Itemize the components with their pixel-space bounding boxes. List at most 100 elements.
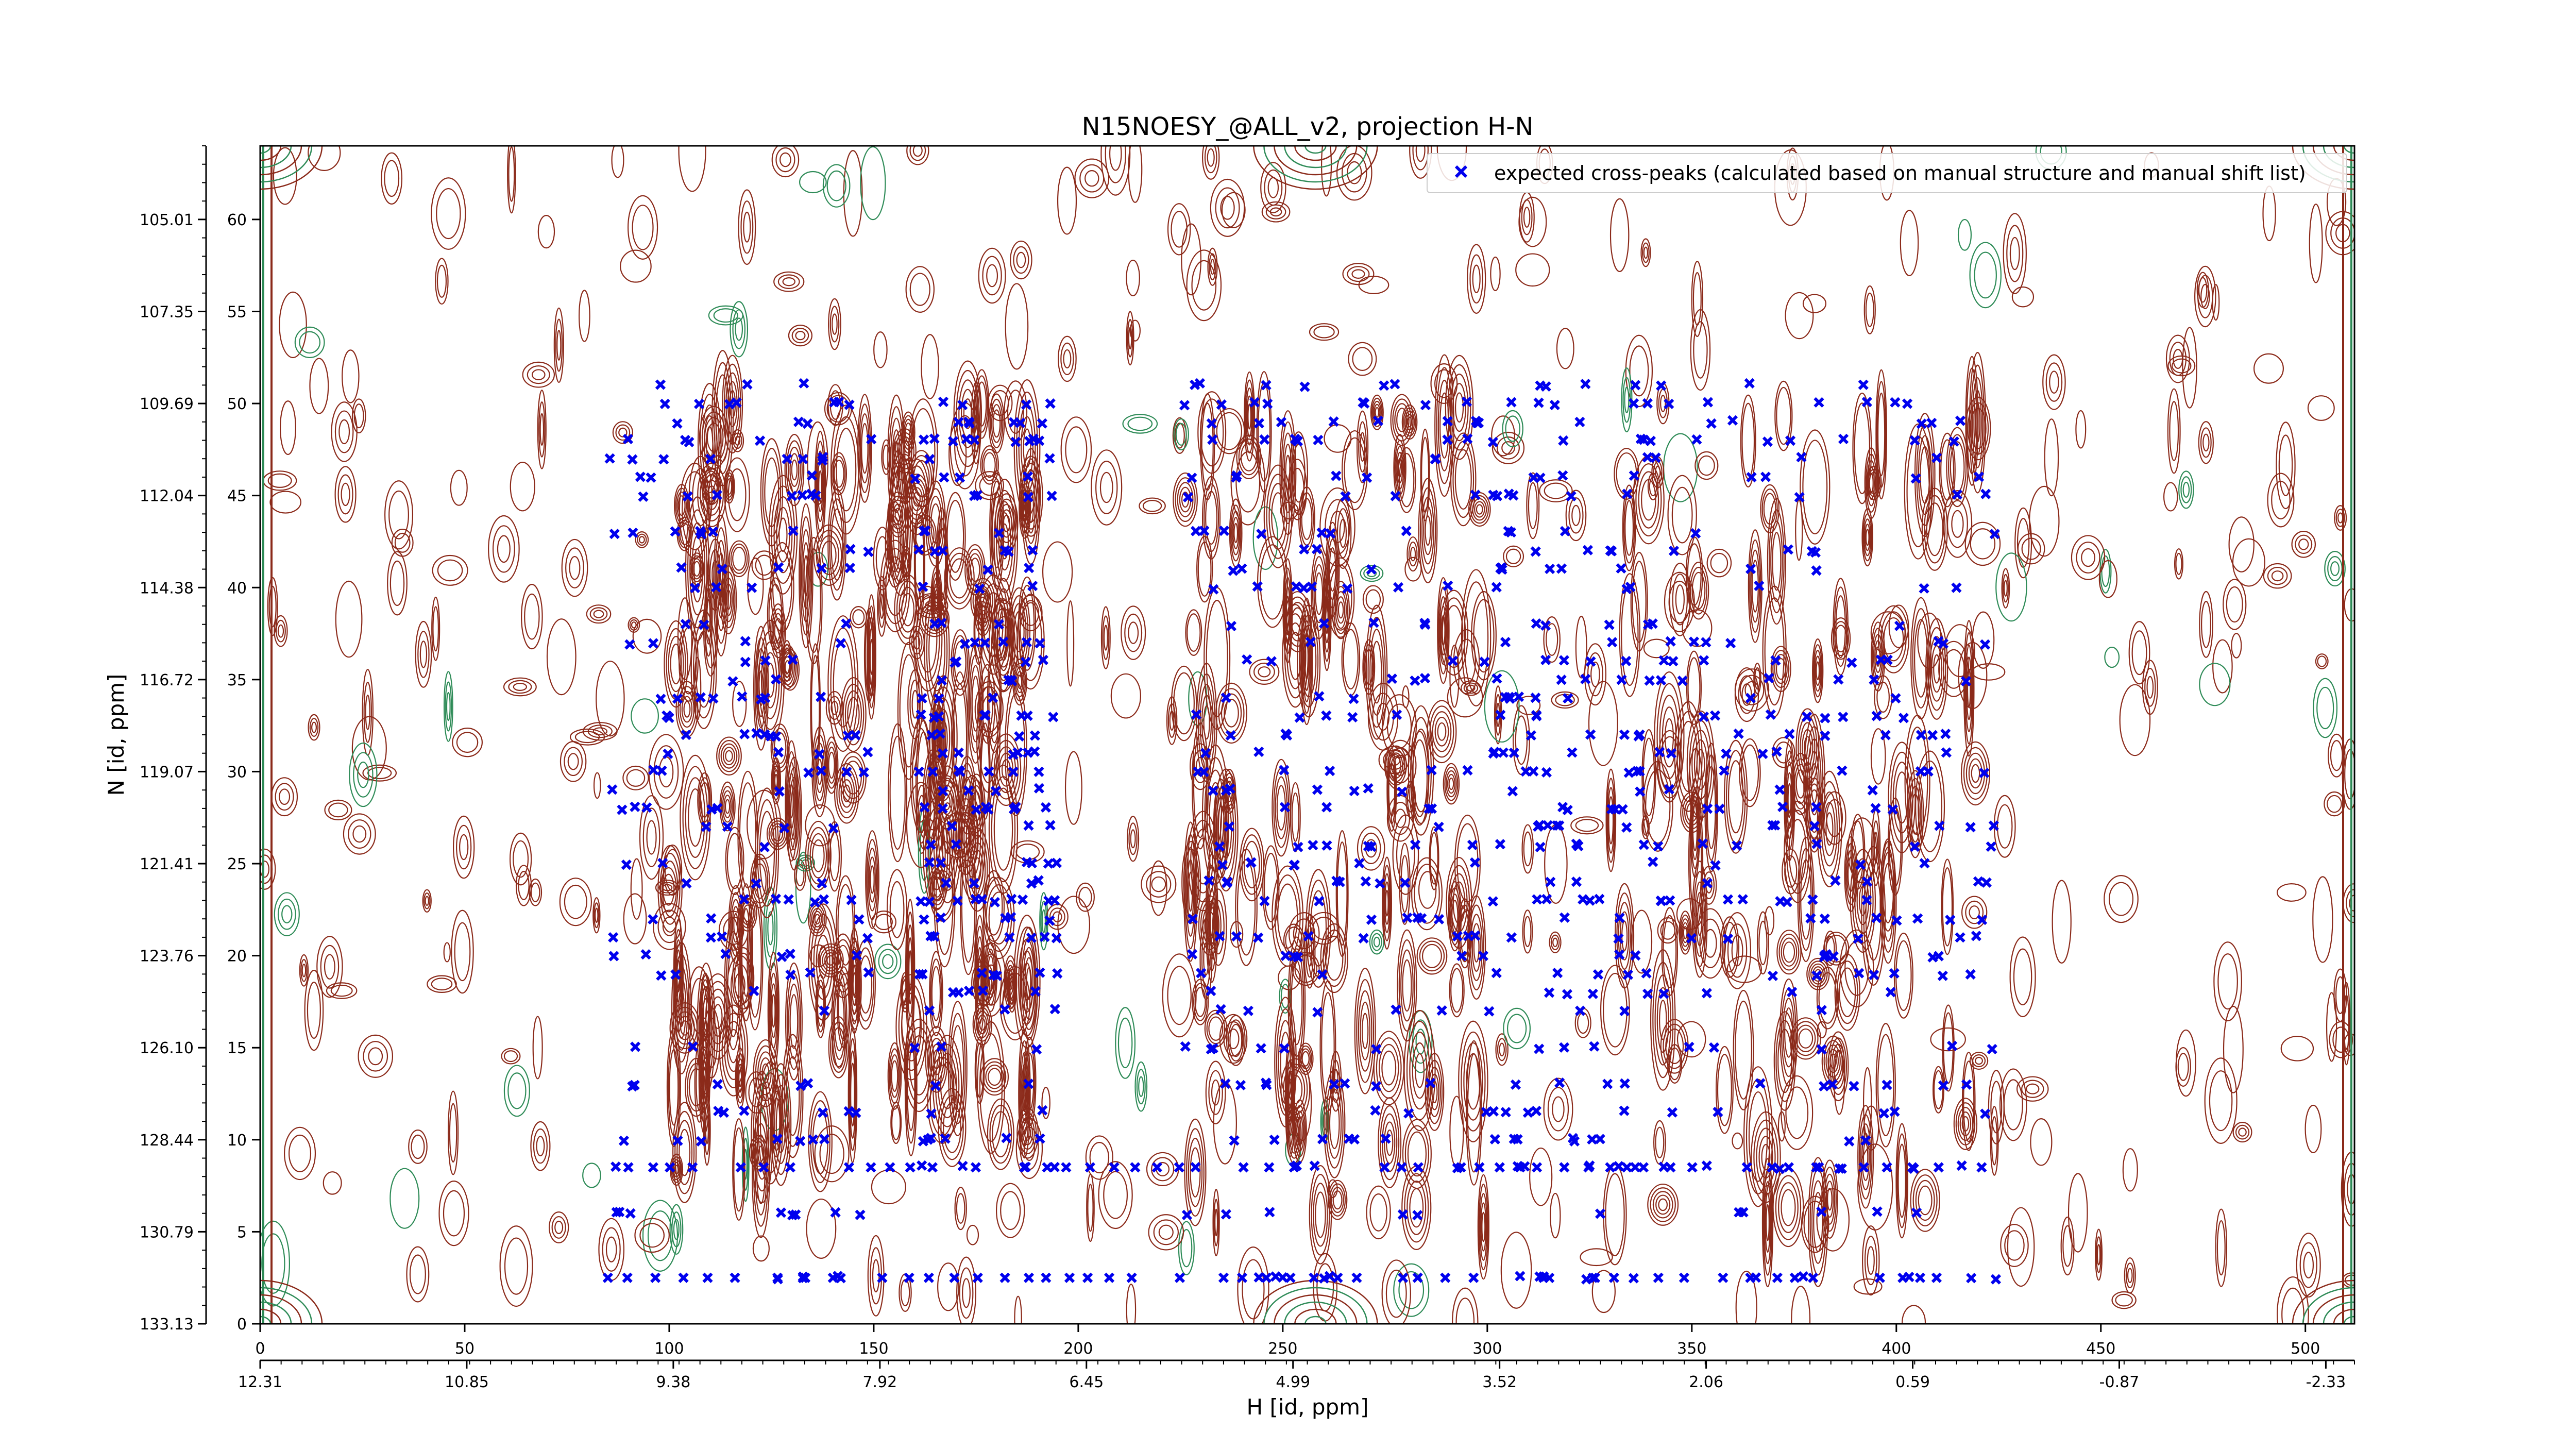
x-index-tick-label: 450 (2086, 1340, 2115, 1358)
contour-blob (1336, 841, 1348, 946)
contour-blob (1449, 963, 1465, 1018)
contour-blob (663, 844, 683, 896)
contour-blob (1543, 1077, 1573, 1141)
contour-blob (1645, 769, 1671, 844)
contour-blob (618, 427, 628, 437)
contour-blob (1813, 1191, 1823, 1253)
contour-blob (657, 845, 683, 933)
contour-blob (1431, 1081, 1438, 1104)
contour-blob (1060, 342, 1074, 376)
contour-blob (1356, 410, 1369, 483)
contour-blob (829, 831, 840, 882)
contour-blob (1895, 771, 1909, 824)
contour-blob (956, 1193, 965, 1224)
contour-blob (1127, 816, 1140, 862)
contour-blob (1491, 415, 1516, 457)
contour-blob (2125, 1262, 2134, 1289)
contour-blob (2109, 882, 2134, 916)
cross-peak (866, 434, 877, 445)
plot-area (260, 146, 2354, 1324)
contour-blob (718, 740, 740, 772)
contour-layer (260, 146, 2354, 1324)
contour-blob (1652, 1191, 1673, 1219)
contour-blob (818, 470, 822, 502)
contour-blob (311, 721, 317, 733)
contour-blob (1449, 645, 1460, 708)
contour-blob (759, 811, 775, 895)
contour-blob (1425, 1053, 1445, 1131)
contour-blob (784, 1045, 802, 1147)
contour-blob (1229, 1023, 1243, 1057)
contour-blob (670, 644, 682, 685)
contour-blob (554, 1220, 564, 1234)
contour-blob (789, 994, 799, 1049)
contour-blob (1384, 1121, 1396, 1164)
contour-blob (1409, 146, 1432, 179)
contour-blob (2312, 876, 2333, 963)
contour-blob (1204, 146, 1217, 174)
contour-ridge (1294, 146, 1337, 161)
contour-blob (1802, 294, 1827, 313)
contour-blob (1224, 699, 1239, 728)
contour-blob (646, 820, 657, 855)
contour-blob (1285, 595, 1290, 626)
contour-blob (993, 739, 1019, 800)
contour-blob (1204, 911, 1216, 940)
cross-peak (770, 894, 782, 904)
contour-blob (1013, 611, 1025, 652)
contour-blob (431, 596, 440, 661)
contour-blob (363, 682, 372, 743)
contour-blob (725, 475, 734, 498)
contour-blob (2131, 630, 2147, 676)
contour-blob (1306, 869, 1331, 988)
contour-blob (1146, 871, 1172, 898)
contour-blob (1756, 911, 1769, 975)
cross-peak (635, 471, 646, 482)
cross-peak (706, 913, 717, 924)
contour-blob (2119, 684, 2151, 756)
cross-peak (646, 472, 656, 483)
contour-blob (1138, 1076, 1144, 1097)
contour-blob (1477, 1174, 1489, 1280)
contour-blob (890, 417, 903, 501)
contour-blob (1777, 1111, 1786, 1142)
cross-peak (844, 563, 855, 574)
contour-blob (1521, 824, 1534, 874)
contour-blob (658, 882, 676, 894)
cross-peak (818, 894, 829, 905)
x-ppm-tick-label: 9.38 (656, 1373, 690, 1391)
cross-peak (844, 399, 855, 410)
contour-blob (1151, 1157, 1175, 1182)
contour-blob (687, 788, 703, 847)
contour-blob (1864, 1236, 1877, 1286)
contour-blob (1664, 571, 1695, 632)
contour-blob (1831, 1043, 1845, 1089)
contour-blob (988, 1068, 1002, 1086)
contour-blob (1425, 515, 1431, 546)
contour-blob (765, 899, 776, 958)
contour-blob (1733, 989, 1754, 1110)
contour-blob (1404, 1125, 1430, 1183)
contour-blob (859, 413, 870, 484)
contour-blob (451, 909, 474, 994)
contour-blob (1392, 814, 1419, 895)
contour-blob (724, 799, 731, 814)
contour-blob (1654, 974, 1672, 1066)
contour-blob (456, 824, 472, 870)
contour-blob (1206, 599, 1228, 717)
contour-blob (1216, 412, 1243, 450)
contour-blob (1501, 441, 1515, 455)
contour-blob (1023, 470, 1039, 523)
contour-blob (1706, 548, 1732, 578)
cross-peak (608, 951, 619, 962)
contour-blob (1642, 242, 1650, 263)
contour-blob (683, 701, 691, 718)
contour-blob (1810, 763, 1818, 803)
contour-blob (1785, 292, 1814, 340)
contour-blob (732, 906, 740, 943)
contour-blob (1717, 1053, 1732, 1126)
contour-blob (1205, 1060, 1226, 1124)
contour-blob (1521, 199, 1533, 235)
contour-blob (1927, 627, 1946, 711)
contour-blob (2075, 410, 2087, 449)
